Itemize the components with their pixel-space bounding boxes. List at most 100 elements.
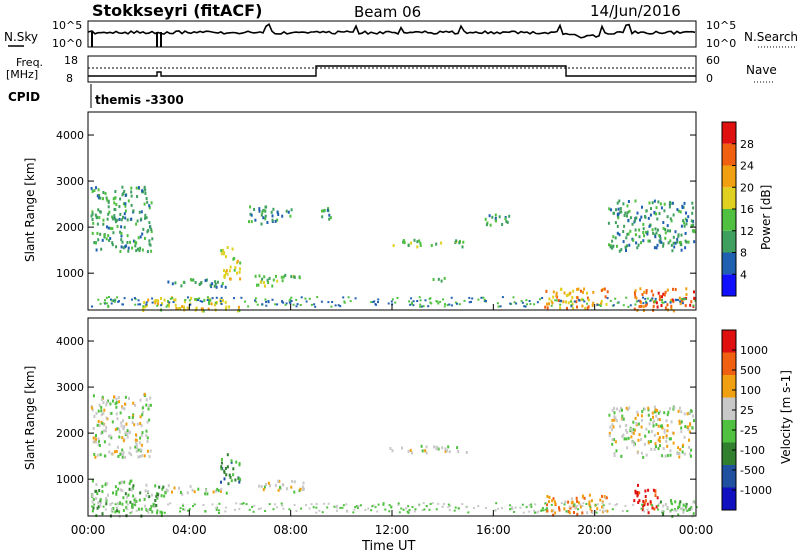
data-cell: [105, 502, 108, 506]
data-cell: [439, 300, 442, 303]
data-cell: [642, 499, 645, 503]
data-cell: [102, 401, 105, 405]
data-cell: [135, 500, 138, 503]
data-cell: [477, 505, 480, 508]
data-cell: [130, 217, 133, 221]
data-cell: [579, 503, 582, 506]
data-cell: [690, 224, 693, 228]
data-cell: [444, 449, 447, 453]
data-cell: [140, 507, 143, 511]
data-cell: [641, 418, 643, 422]
colorbar-tick-label: -25: [740, 424, 758, 437]
data-cell: [145, 483, 148, 487]
data-cell: [467, 511, 470, 514]
data-cell: [141, 431, 144, 435]
data-cell: [148, 508, 151, 511]
data-cell: [377, 503, 380, 506]
data-cell: [97, 419, 100, 423]
data-cell: [105, 498, 108, 502]
data-cell: [685, 293, 688, 297]
data-cell: [622, 230, 625, 233]
colorbar-tick-label: 28: [740, 138, 754, 151]
data-cell: [652, 421, 655, 425]
data-cell: [390, 300, 393, 303]
data-cell: [622, 433, 625, 437]
data-cell: [431, 502, 434, 505]
data-cell: [118, 430, 121, 434]
data-cell: [617, 207, 620, 211]
data-cell: [225, 473, 228, 477]
data-cell: [144, 236, 146, 240]
data-cell: [102, 222, 105, 226]
data-cell: [181, 492, 184, 496]
data-cell: [102, 191, 105, 194]
data-cell: [647, 406, 650, 410]
colorbar-segment: [722, 187, 736, 209]
data-cell: [174, 303, 177, 307]
data-cell: [489, 223, 492, 227]
data-cell: [631, 440, 634, 444]
data-cell: [136, 247, 139, 251]
data-cell: [238, 477, 241, 481]
data-cell: [147, 511, 150, 514]
data-cell: [370, 301, 373, 304]
data-cell: [689, 303, 692, 307]
data-cell: [397, 503, 400, 506]
data-cell: [114, 208, 117, 212]
data-cell: [183, 508, 186, 511]
data-cell: [651, 297, 654, 300]
data-cell: [149, 449, 152, 453]
data-cell: [654, 442, 657, 446]
data-cell: [658, 502, 661, 505]
data-cell: [184, 299, 187, 301]
data-cell: [116, 509, 119, 513]
data-cell: [663, 430, 666, 434]
data-cell: [678, 422, 681, 425]
data-cell: [142, 305, 145, 308]
data-cell: [674, 500, 677, 504]
data-cell: [293, 503, 296, 506]
data-cell: [650, 440, 652, 443]
data-cell: [220, 467, 223, 471]
data-cell: [119, 481, 122, 485]
data-cell: [680, 243, 683, 247]
nave-label: Nave: [746, 63, 777, 77]
data-cell: [128, 397, 130, 400]
velocity-frame: [87, 317, 697, 517]
data-cell: [684, 505, 687, 508]
data-cell: [457, 450, 460, 453]
data-cell: [122, 419, 124, 423]
data-cell: [495, 502, 498, 505]
data-cell: [550, 503, 553, 506]
data-cell: [250, 220, 253, 224]
data-cell: [471, 297, 474, 300]
data-cell: [437, 277, 440, 281]
data-cell: [97, 196, 100, 200]
data-cell: [660, 206, 663, 210]
data-cell: [672, 300, 675, 304]
data-cell: [116, 506, 119, 510]
data-cell: [145, 303, 148, 306]
data-cell: [613, 418, 616, 422]
data-cell: [657, 417, 659, 421]
data-cell: [582, 502, 585, 505]
data-cell: [625, 424, 628, 427]
data-cell: [611, 239, 614, 243]
data-cell: [108, 442, 111, 446]
data-cell: [282, 507, 285, 510]
data-cell: [681, 302, 684, 305]
data-cell: [672, 431, 675, 435]
data-cell: [614, 504, 617, 507]
data-cell: [110, 436, 113, 440]
data-cell: [315, 506, 318, 509]
data-cell: [647, 430, 650, 434]
data-cell: [198, 297, 201, 300]
data-cell: [282, 301, 285, 304]
data-cell: [114, 196, 117, 200]
data-cell: [511, 506, 514, 509]
data-cell: [515, 302, 518, 305]
data-cell: [655, 414, 658, 418]
data-cell: [167, 503, 170, 506]
data-cell: [122, 202, 125, 206]
